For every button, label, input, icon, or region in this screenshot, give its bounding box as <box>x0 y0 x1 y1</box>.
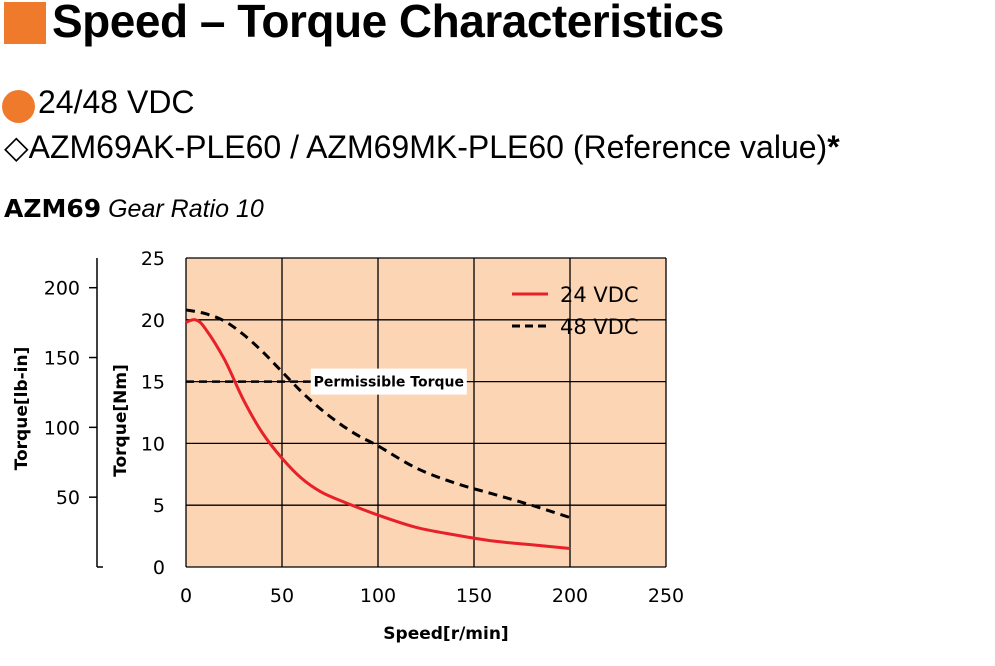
product-heading: ◇AZM69AK-PLE60 / AZM69MK-PLE60 (Referenc… <box>4 128 840 166</box>
x-tick-label: 100 <box>360 585 396 607</box>
x-tick-label: 0 <box>180 585 192 607</box>
y2-tick-label: 100 <box>44 417 80 439</box>
footnote-mark: * <box>827 129 840 165</box>
y-tick-label: 20 <box>141 310 165 332</box>
y-axis-label: Torque[Nm] <box>111 364 131 477</box>
plot-area <box>186 258 666 567</box>
diamond-icon: ◇ <box>4 129 29 165</box>
product-name: AZM69AK-PLE60 / AZM69MK-PLE60 (Reference… <box>28 129 828 165</box>
y-tick-label: 5 <box>153 495 165 517</box>
legend-label: 24 VDC <box>560 283 639 307</box>
axes: 0 50 100 150 200 250 0 5 10 15 20 25 Speed[r/min] Tor… <box>12 248 684 644</box>
y-tick-label: 10 <box>141 433 165 455</box>
x-tick-label: 200 <box>552 585 588 607</box>
annotation-label: Permissible Torque <box>314 375 464 391</box>
y2-tick-label: 50 <box>56 487 80 509</box>
x-tick-label: 150 <box>456 585 492 607</box>
legend-label: 48 VDC <box>560 315 639 339</box>
voltage-bullet-icon <box>2 90 35 123</box>
permissible-torque-annotation: Permissible Torque <box>186 368 467 395</box>
series-line-48vdc <box>185 308 571 519</box>
y-tick-label: 0 <box>153 557 165 579</box>
chart-subtitle: AZM69 Gear Ratio 10 <box>4 194 264 224</box>
gear-ratio: Gear Ratio 10 <box>108 195 264 223</box>
x-axis-label: Speed[r/min] <box>383 624 508 644</box>
series-lines <box>185 308 571 550</box>
y-tick-label: 15 <box>141 372 165 394</box>
annotation-label-box <box>310 368 467 395</box>
y2-tick-label: 150 <box>44 348 80 370</box>
y-tick-label: 25 <box>141 248 165 270</box>
voltage-heading: 24/48 VDC <box>38 84 195 120</box>
x-tick-label: 250 <box>648 585 684 607</box>
y2-axis-label: Torque[lb-in] <box>12 347 32 471</box>
y2-tick-label: 200 <box>44 278 80 300</box>
model-name: AZM69 <box>4 194 102 223</box>
series-line-24vdc <box>185 318 571 550</box>
x-tick-label: 50 <box>270 585 294 607</box>
title-accent-square <box>4 2 46 44</box>
page-title: Speed – Torque Characteristics <box>52 0 724 47</box>
legend: 24 VDC 48 VDC <box>512 283 639 339</box>
